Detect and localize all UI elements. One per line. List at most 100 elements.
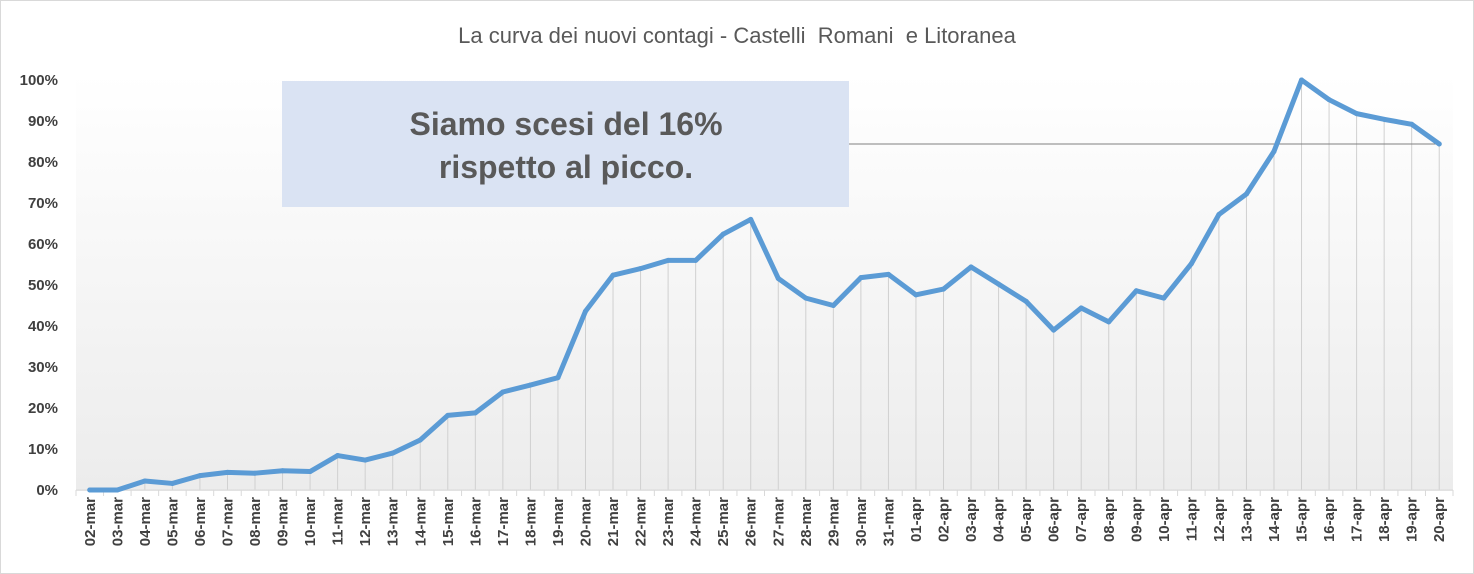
- data-point: [555, 375, 561, 381]
- data-point: [280, 468, 286, 474]
- data-point: [803, 295, 809, 301]
- x-tick-label: 27-mar: [770, 497, 787, 546]
- data-point: [1409, 121, 1415, 127]
- x-tick-label: 23-mar: [660, 497, 677, 546]
- data-point: [1188, 261, 1194, 267]
- y-tick-label: 30%: [28, 359, 58, 376]
- data-point: [720, 231, 726, 237]
- x-tick-label: 20-mar: [577, 497, 594, 546]
- y-tick-label: 50%: [28, 277, 58, 294]
- x-tick-label: 26-mar: [743, 497, 760, 546]
- x-tick-label: 20-apr: [1431, 497, 1448, 542]
- x-tick-label: 12-mar: [357, 497, 374, 546]
- x-tick-labels: 02-mar 03-mar 04-mar 05-mar 06-mar 07-mar 08-m…: [82, 497, 1448, 546]
- data-points: [87, 77, 1442, 493]
- x-tick-label: 01-apr: [908, 497, 925, 542]
- y-tick-label: 60%: [28, 236, 58, 253]
- data-point: [1271, 148, 1277, 154]
- data-point: [114, 487, 120, 493]
- x-tick-label: 05-mar: [164, 497, 181, 546]
- x-tick-label: 15-apr: [1294, 497, 1311, 542]
- data-point: [1354, 111, 1360, 117]
- x-tick-label: 03-mar: [109, 497, 126, 546]
- data-point: [1161, 295, 1167, 301]
- x-tick-label: 11-apr: [1183, 497, 1200, 541]
- x-tick-label: 02-apr: [936, 497, 953, 542]
- x-tick-label: 02-mar: [82, 497, 99, 546]
- x-axis: [75, 489, 1454, 496]
- x-tick-label: 04-mar: [137, 497, 154, 546]
- data-point: [1243, 191, 1249, 197]
- x-tick-label: 06-apr: [1046, 497, 1063, 542]
- x-tick-label: 12-apr: [1211, 497, 1228, 542]
- x-tick-label: 25-mar: [715, 497, 732, 546]
- x-tick-label: 16-apr: [1321, 497, 1338, 542]
- data-point: [169, 480, 175, 486]
- chart-title: La curva dei nuovi contagi - Castelli Ro…: [458, 23, 1016, 48]
- y-tick-label: 80%: [28, 154, 58, 171]
- x-tick-label: 17-mar: [495, 497, 512, 546]
- data-point: [913, 292, 919, 298]
- data-point: [830, 303, 836, 308]
- x-tick-label: 31-mar: [880, 497, 897, 546]
- data-point: [885, 271, 891, 277]
- annotation-box: Siamo scesi del 16% rispetto al picco.: [282, 81, 849, 207]
- data-point: [693, 257, 699, 263]
- x-tick-label: 22-mar: [633, 497, 650, 546]
- data-point: [1078, 305, 1084, 311]
- data-point: [1133, 288, 1139, 294]
- x-tick-label: 08-mar: [247, 497, 264, 546]
- x-tick-label: 28-mar: [798, 497, 815, 546]
- y-tick-label: 90%: [28, 113, 58, 130]
- data-point: [1326, 97, 1332, 103]
- data-point: [968, 264, 974, 270]
- data-point: [527, 382, 533, 388]
- x-tick-label: 19-mar: [550, 497, 567, 546]
- x-tick-label: 14-apr: [1266, 497, 1283, 542]
- annotation-line-2: rispetto al picco.: [439, 149, 693, 185]
- x-tick-label: 17-apr: [1349, 497, 1366, 542]
- x-tick-label: 19-apr: [1404, 497, 1421, 542]
- y-tick-label: 10%: [28, 441, 58, 458]
- data-point: [197, 473, 203, 479]
- series-line: [87, 77, 1442, 493]
- x-tick-label: 07-mar: [219, 497, 236, 546]
- x-tick-label: 30-mar: [853, 497, 870, 546]
- data-point: [1106, 319, 1112, 325]
- x-tick-label: 09-apr: [1128, 497, 1145, 542]
- y-tick-label: 100%: [20, 72, 58, 89]
- data-point: [858, 275, 864, 281]
- drop-lines: [144, 80, 1440, 490]
- x-tick-label: 24-mar: [688, 497, 705, 546]
- x-tick-label: 10-apr: [1156, 497, 1173, 542]
- y-tick-label: 20%: [28, 400, 58, 417]
- x-tick-label: 13-apr: [1238, 497, 1255, 542]
- x-tick-label: 11-mar: [330, 497, 347, 546]
- x-tick-label: 10-mar: [302, 497, 319, 546]
- data-point: [335, 453, 341, 459]
- annotation-background: [282, 81, 849, 207]
- data-point: [582, 308, 588, 314]
- data-point: [1023, 298, 1029, 304]
- x-tick-label: 08-apr: [1101, 497, 1118, 542]
- data-point: [87, 487, 93, 493]
- data-point: [362, 457, 368, 463]
- data-point: [224, 469, 230, 475]
- y-tick-label: 70%: [28, 195, 58, 212]
- x-tick-label: 07-apr: [1073, 497, 1090, 542]
- data-point: [1051, 327, 1057, 333]
- data-point: [307, 469, 313, 475]
- x-tick-label: 15-mar: [440, 497, 457, 546]
- y-axis: 0% 10% 20% 30% 40% 50% 60% 70% 80% 90% 100%: [20, 72, 58, 499]
- data-point: [1436, 141, 1442, 147]
- x-tick-label: 16-mar: [467, 497, 484, 546]
- data-point: [472, 410, 478, 416]
- data-point: [417, 437, 423, 443]
- data-point: [142, 478, 148, 484]
- data-point: [1299, 77, 1305, 83]
- x-tick-label: 03-apr: [963, 497, 980, 542]
- data-point: [445, 412, 451, 418]
- y-tick-label: 0%: [36, 482, 58, 499]
